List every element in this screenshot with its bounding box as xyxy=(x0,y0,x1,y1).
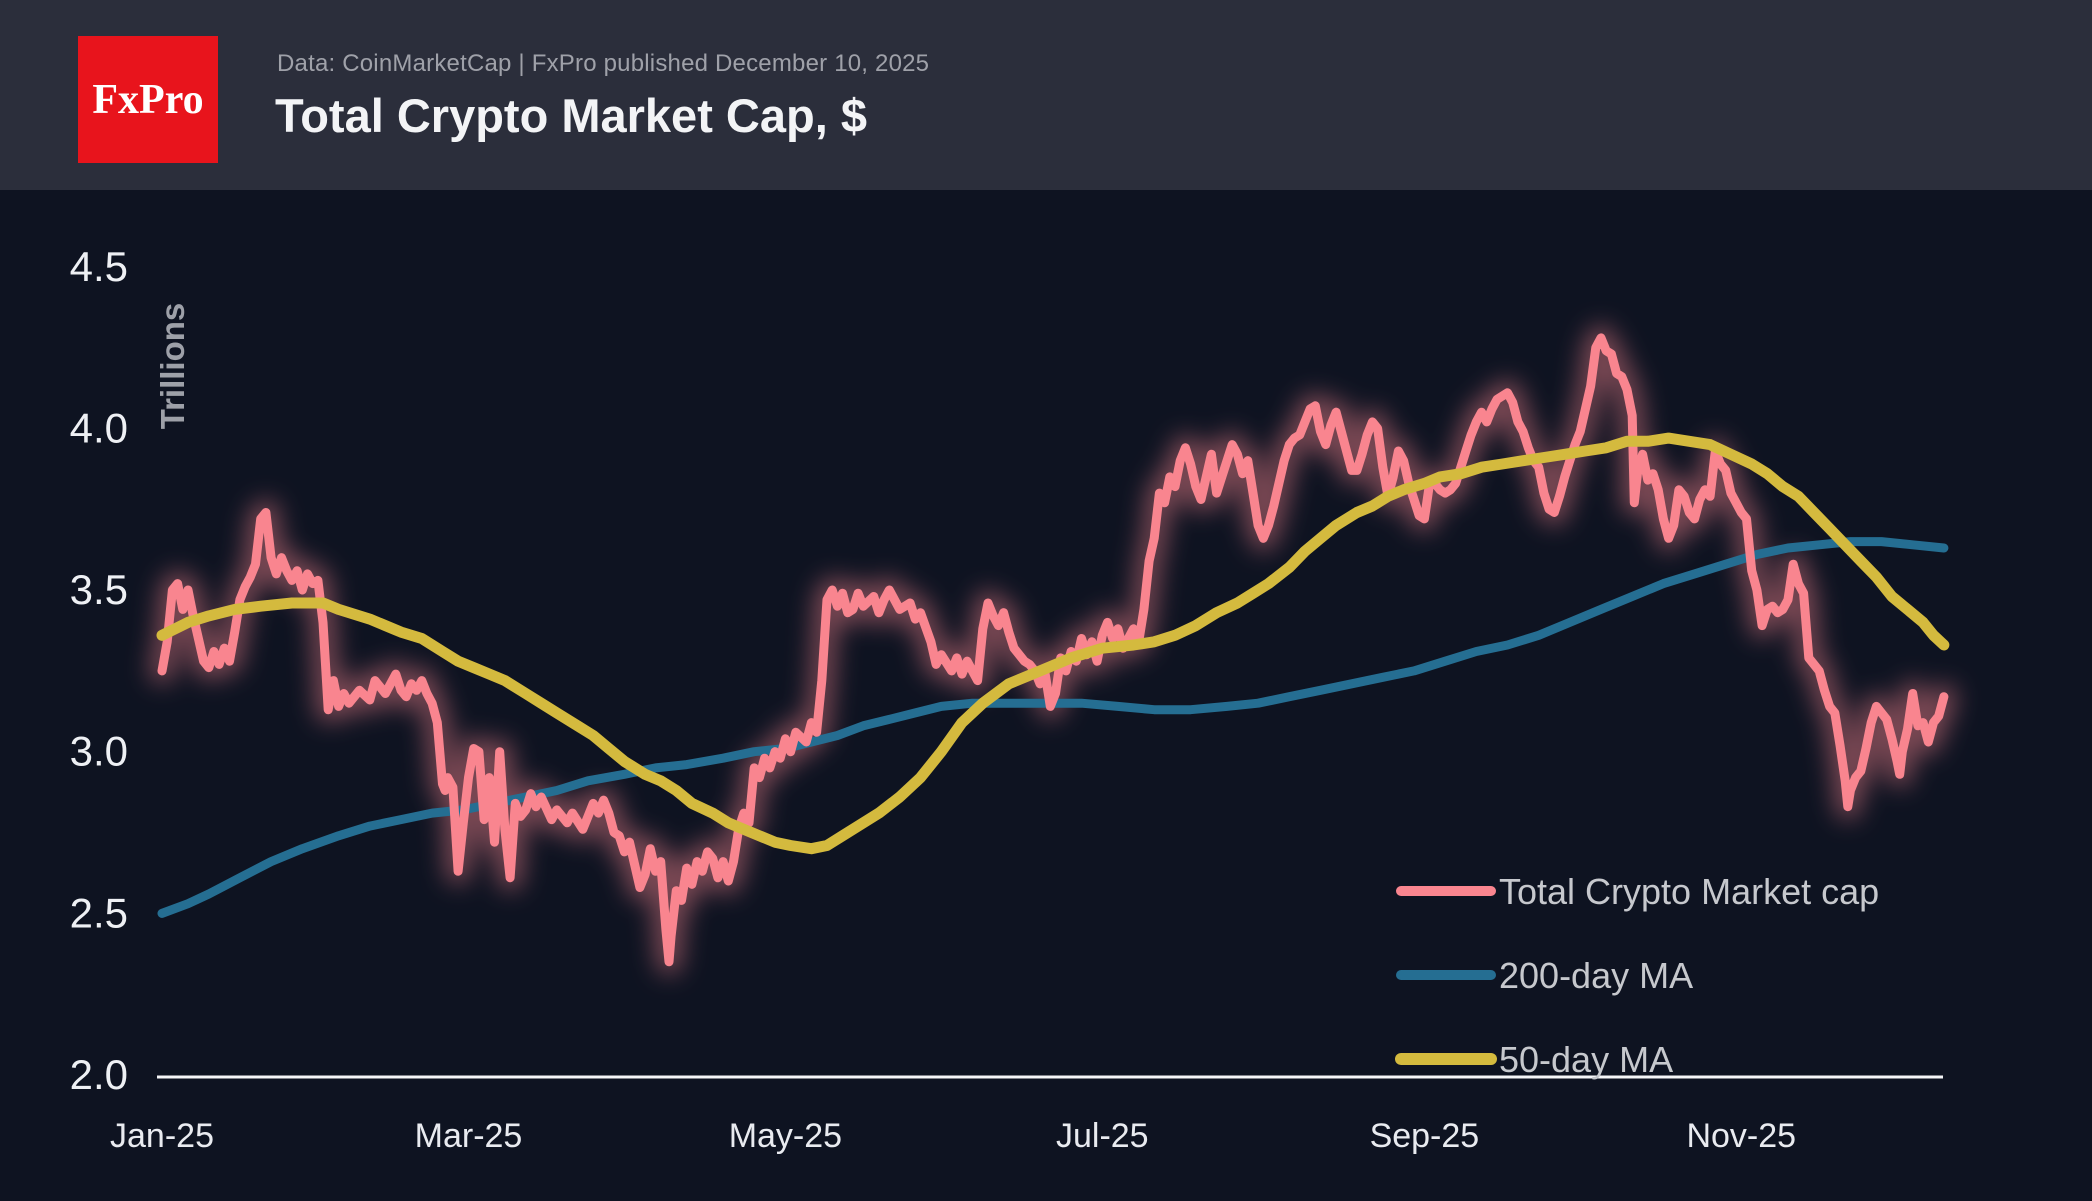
line-chart: 2.0 2.5 3.0 3.5 4.0 4.5 Trillions Jan-25 Mar-25 M… xyxy=(70,243,1957,1155)
y-axis-title: Trillions xyxy=(154,303,191,430)
y-axis-tick-label: 4.5 xyxy=(70,243,128,290)
legend-label-50-day-ma: 50-day MA xyxy=(1499,1039,1673,1080)
y-axis-tick-label: 2.0 xyxy=(70,1051,128,1098)
market-cap-glow xyxy=(149,324,1957,975)
series-lines xyxy=(156,333,1950,967)
y-axis-tick-label: 2.5 xyxy=(70,889,128,936)
fxpro-logo-text: FxPro xyxy=(92,76,204,123)
y-axis-tick-label: 3.0 xyxy=(70,728,128,775)
header-bar: FxPro Data: CoinMarketCap | FxPro publis… xyxy=(0,0,2092,190)
fxpro-logo: FxPro xyxy=(78,36,218,163)
legend-label-total-crypto-market-cap: Total Crypto Market cap xyxy=(1499,871,1879,912)
chart-source-subtitle: Data: CoinMarketCap | FxPro published De… xyxy=(277,50,930,77)
legend: Total Crypto Market cap 200-day MA 50-day … xyxy=(1395,871,1879,1080)
page-title: Total Crypto Market Cap, $ xyxy=(275,89,867,142)
y-axis-tick-label: 4.0 xyxy=(70,404,128,451)
x-axis-tick-label: Sep-25 xyxy=(1370,1117,1480,1155)
y-axis-tick-label: 3.5 xyxy=(70,566,128,613)
axes: 2.0 2.5 3.0 3.5 4.0 4.5 Trillions Jan-25 Mar-25 M… xyxy=(70,243,1943,1155)
series-line-50-day-ma xyxy=(156,432,1950,855)
series-line-total-crypto-market-cap xyxy=(157,333,1949,967)
x-axis-tick-label: Mar-25 xyxy=(415,1117,523,1155)
x-axis-tick-label: Jul-25 xyxy=(1056,1117,1149,1155)
series-line-200-day-ma xyxy=(157,537,1949,918)
x-axis-tick-label: Nov-25 xyxy=(1686,1117,1796,1155)
chart-area: 2.0 2.5 3.0 3.5 4.0 4.5 Trillions Jan-25 Mar-25 M… xyxy=(0,190,2092,1196)
x-axis-tick-label: May-25 xyxy=(729,1117,842,1155)
x-axis-tick-label: Jan-25 xyxy=(110,1117,214,1155)
legend-label-200-day-ma: 200-day MA xyxy=(1499,955,1693,996)
glow-total-crypto-market-cap xyxy=(149,324,1957,975)
